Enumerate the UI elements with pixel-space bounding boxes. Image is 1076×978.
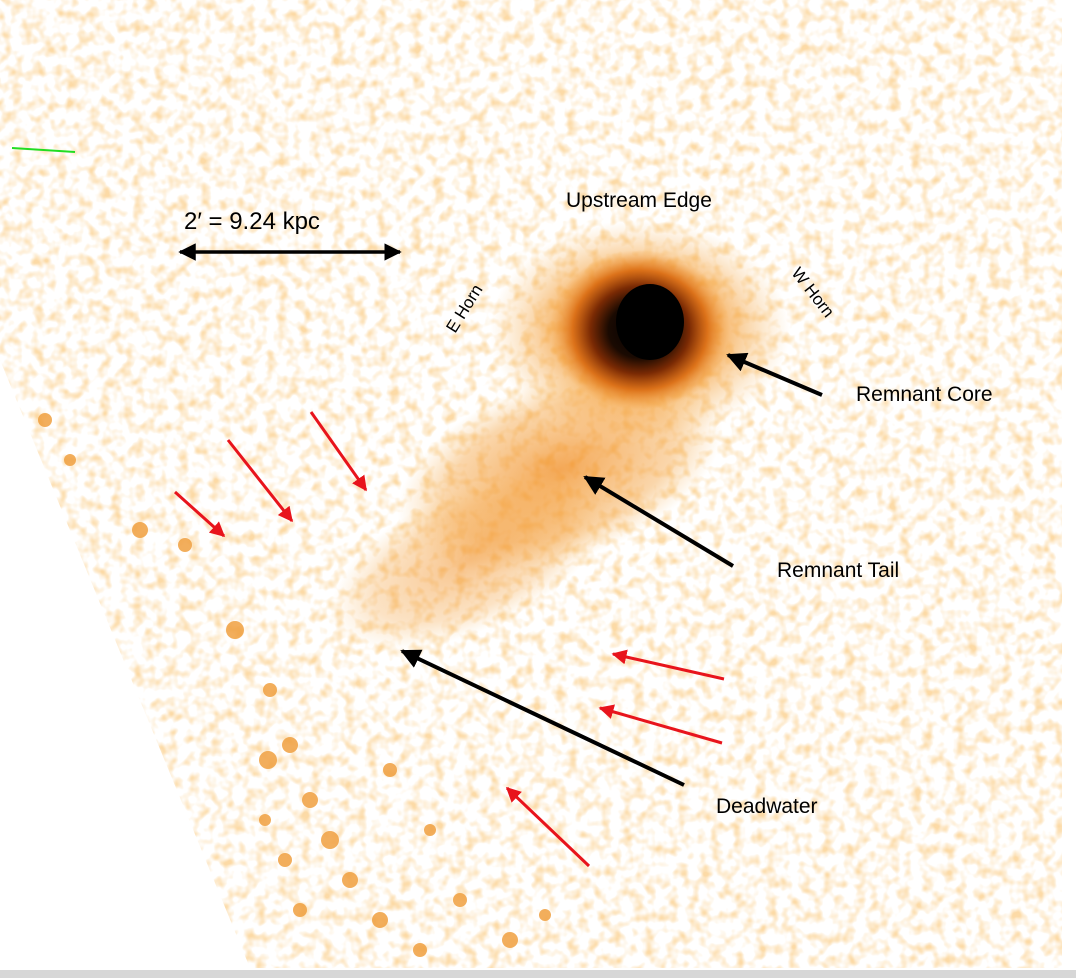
red-arrows <box>173 411 725 868</box>
red-arrow <box>173 490 226 538</box>
red-arrow <box>309 411 368 492</box>
tail-arrow <box>583 475 735 568</box>
red-arrow <box>598 704 723 745</box>
core-arrow <box>726 352 823 397</box>
deadwater-arrow <box>400 649 685 787</box>
upstream-edge-label: Upstream Edge <box>566 189 712 212</box>
red-arrow <box>505 786 591 868</box>
deadwater-label: Deadwater <box>716 795 818 818</box>
green-marker <box>11 147 76 153</box>
red-arrow <box>611 649 725 681</box>
remnant-core-label: Remnant Core <box>856 383 993 406</box>
remnant-tail-label: Remnant Tail <box>777 559 900 582</box>
scale-bar-label: 2′ = 9.24 kpc <box>184 208 320 235</box>
red-arrow <box>226 439 294 523</box>
